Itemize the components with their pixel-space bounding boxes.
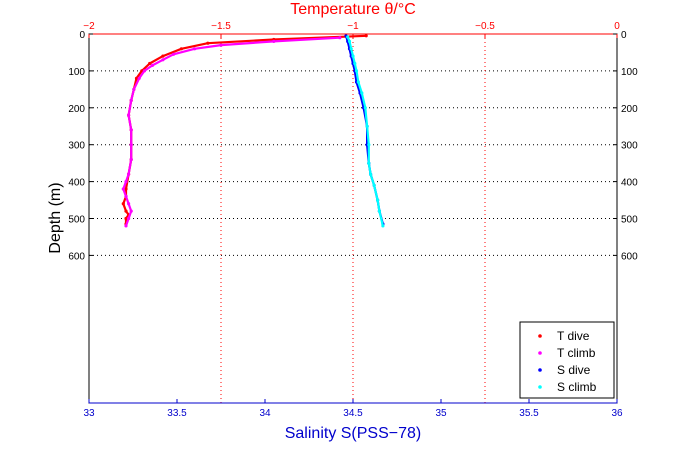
data-point-t-climb xyxy=(137,76,141,80)
data-point-s-climb xyxy=(353,61,357,66)
y-tick-label-left: 200 xyxy=(68,104,85,115)
bottom-axis-tick-label: 33 xyxy=(83,408,95,419)
series-layer xyxy=(121,34,385,228)
data-point-s-climb xyxy=(351,54,355,58)
data-point-s-climb xyxy=(346,35,350,39)
bottom-axis-tick-label: 36 xyxy=(611,408,623,419)
data-point-t-dive xyxy=(134,76,139,80)
legend-label-s-dive: S dive xyxy=(557,363,591,377)
x-axis-title: Salinity S(PSS−78) xyxy=(285,425,422,442)
y-tick-label-right: 0 xyxy=(621,30,627,41)
top-axis-tick-label: −1.5 xyxy=(211,21,231,32)
y-tick-label-left: 0 xyxy=(79,30,85,41)
data-point-t-dive xyxy=(179,47,183,51)
gridlines xyxy=(89,34,617,403)
data-point-t-dive xyxy=(364,34,368,38)
data-point-t-climb xyxy=(129,143,133,147)
data-point-t-dive xyxy=(124,187,128,191)
data-point-s-climb xyxy=(377,209,381,213)
legend-marker-s-dive xyxy=(538,368,542,372)
legend-label-t-dive: T dive xyxy=(557,329,590,343)
legend-marker-t-dive xyxy=(538,334,542,338)
legend-marker-t-climb xyxy=(538,351,542,355)
data-point-t-dive xyxy=(124,216,128,221)
data-point-t-climb xyxy=(129,157,133,162)
legend: T dive T climb S dive S climb xyxy=(519,321,615,399)
data-point-t-climb xyxy=(124,224,128,228)
data-point-t-climb xyxy=(161,58,165,62)
data-point-t-climb xyxy=(171,52,176,56)
data-point-t-climb xyxy=(127,172,131,176)
top-axis-tick-label: 0 xyxy=(614,21,620,32)
y-axis-title: Depth (m) xyxy=(47,182,64,253)
data-point-t-dive xyxy=(161,54,165,58)
top-axis-tick-label: −1 xyxy=(347,21,359,32)
bottom-axis-tick-label: 33.5 xyxy=(167,408,187,419)
data-point-t-dive xyxy=(121,202,125,206)
y-tick-label-right: 400 xyxy=(621,178,638,189)
data-point-s-climb xyxy=(360,91,364,95)
data-point-t-climb xyxy=(127,202,131,206)
data-point-t-climb xyxy=(124,194,128,198)
data-point-t-climb xyxy=(129,98,133,102)
data-point-t-climb xyxy=(124,180,128,184)
data-point-t-climb xyxy=(129,128,133,132)
data-point-s-climb xyxy=(367,143,371,147)
y-tick-label-left: 400 xyxy=(68,178,85,189)
data-point-t-dive xyxy=(124,209,128,213)
data-point-s-climb xyxy=(356,80,360,84)
data-point-t-dive xyxy=(206,41,210,45)
data-point-s-climb xyxy=(365,124,369,128)
data-point-t-climb xyxy=(219,43,223,47)
data-point-s-climb xyxy=(347,39,352,44)
data-point-t-climb xyxy=(127,113,131,117)
y-tick-label-right: 100 xyxy=(621,67,638,78)
data-point-t-dive xyxy=(148,61,152,66)
data-point-s-climb xyxy=(349,47,353,51)
data-point-t-climb xyxy=(338,36,342,40)
data-point-s-climb xyxy=(372,183,376,187)
top-axis-tick-label: −0.5 xyxy=(475,21,495,32)
data-point-t-climb xyxy=(193,47,197,51)
legend-marker-s-climb xyxy=(538,385,542,389)
legend-label-s-climb: S climb xyxy=(557,380,597,394)
bottom-axis-tick-label: 35 xyxy=(435,408,447,419)
y-tick-label-right: 500 xyxy=(621,215,638,226)
data-point-s-climb xyxy=(354,69,359,73)
y-tick-label-right: 200 xyxy=(621,104,638,115)
data-point-t-climb xyxy=(150,63,154,67)
legend-box xyxy=(519,321,615,399)
data-point-t-climb xyxy=(129,209,133,213)
bottom-axis-tick-label: 34.5 xyxy=(343,408,363,419)
bottom-axis-tick-label: 35.5 xyxy=(519,408,539,419)
data-point-s-climb xyxy=(363,106,367,110)
data-point-s-climb xyxy=(381,224,385,228)
y-tick-label-left: 100 xyxy=(68,67,85,78)
data-point-s-climb xyxy=(369,172,373,176)
chart-title: Temperature θ/°C xyxy=(290,1,416,18)
legend-label-t-climb: T climb xyxy=(557,346,596,360)
data-point-t-climb xyxy=(121,187,125,191)
data-point-t-climb xyxy=(132,87,136,91)
data-point-s-climb xyxy=(376,198,380,202)
y-tick-label-left: 500 xyxy=(68,215,85,226)
y-tick-label-right: 300 xyxy=(621,141,638,152)
y-tick-label-left: 300 xyxy=(68,141,85,152)
data-point-t-climb xyxy=(127,216,131,221)
y-tick-label-left: 600 xyxy=(68,251,85,262)
data-point-t-climb xyxy=(272,39,276,44)
bottom-axis-tick-label: 34 xyxy=(259,408,271,419)
y-tick-label-right: 600 xyxy=(621,251,638,262)
data-point-t-climb xyxy=(142,69,146,73)
data-point-s-climb xyxy=(367,161,371,165)
top-axis-tick-label: −2 xyxy=(83,21,95,32)
